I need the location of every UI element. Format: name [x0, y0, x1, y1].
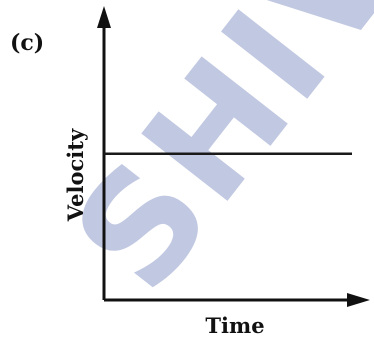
part-label: (c): [10, 30, 44, 56]
x-axis-title: Time: [205, 313, 264, 338]
y-axis-arrow-icon: [97, 6, 111, 28]
y-axis-title: Velocity: [63, 128, 88, 222]
axes: [97, 6, 370, 307]
x-axis-arrow-icon: [347, 293, 370, 307]
watermark-text: SHIV: [41, 0, 374, 322]
